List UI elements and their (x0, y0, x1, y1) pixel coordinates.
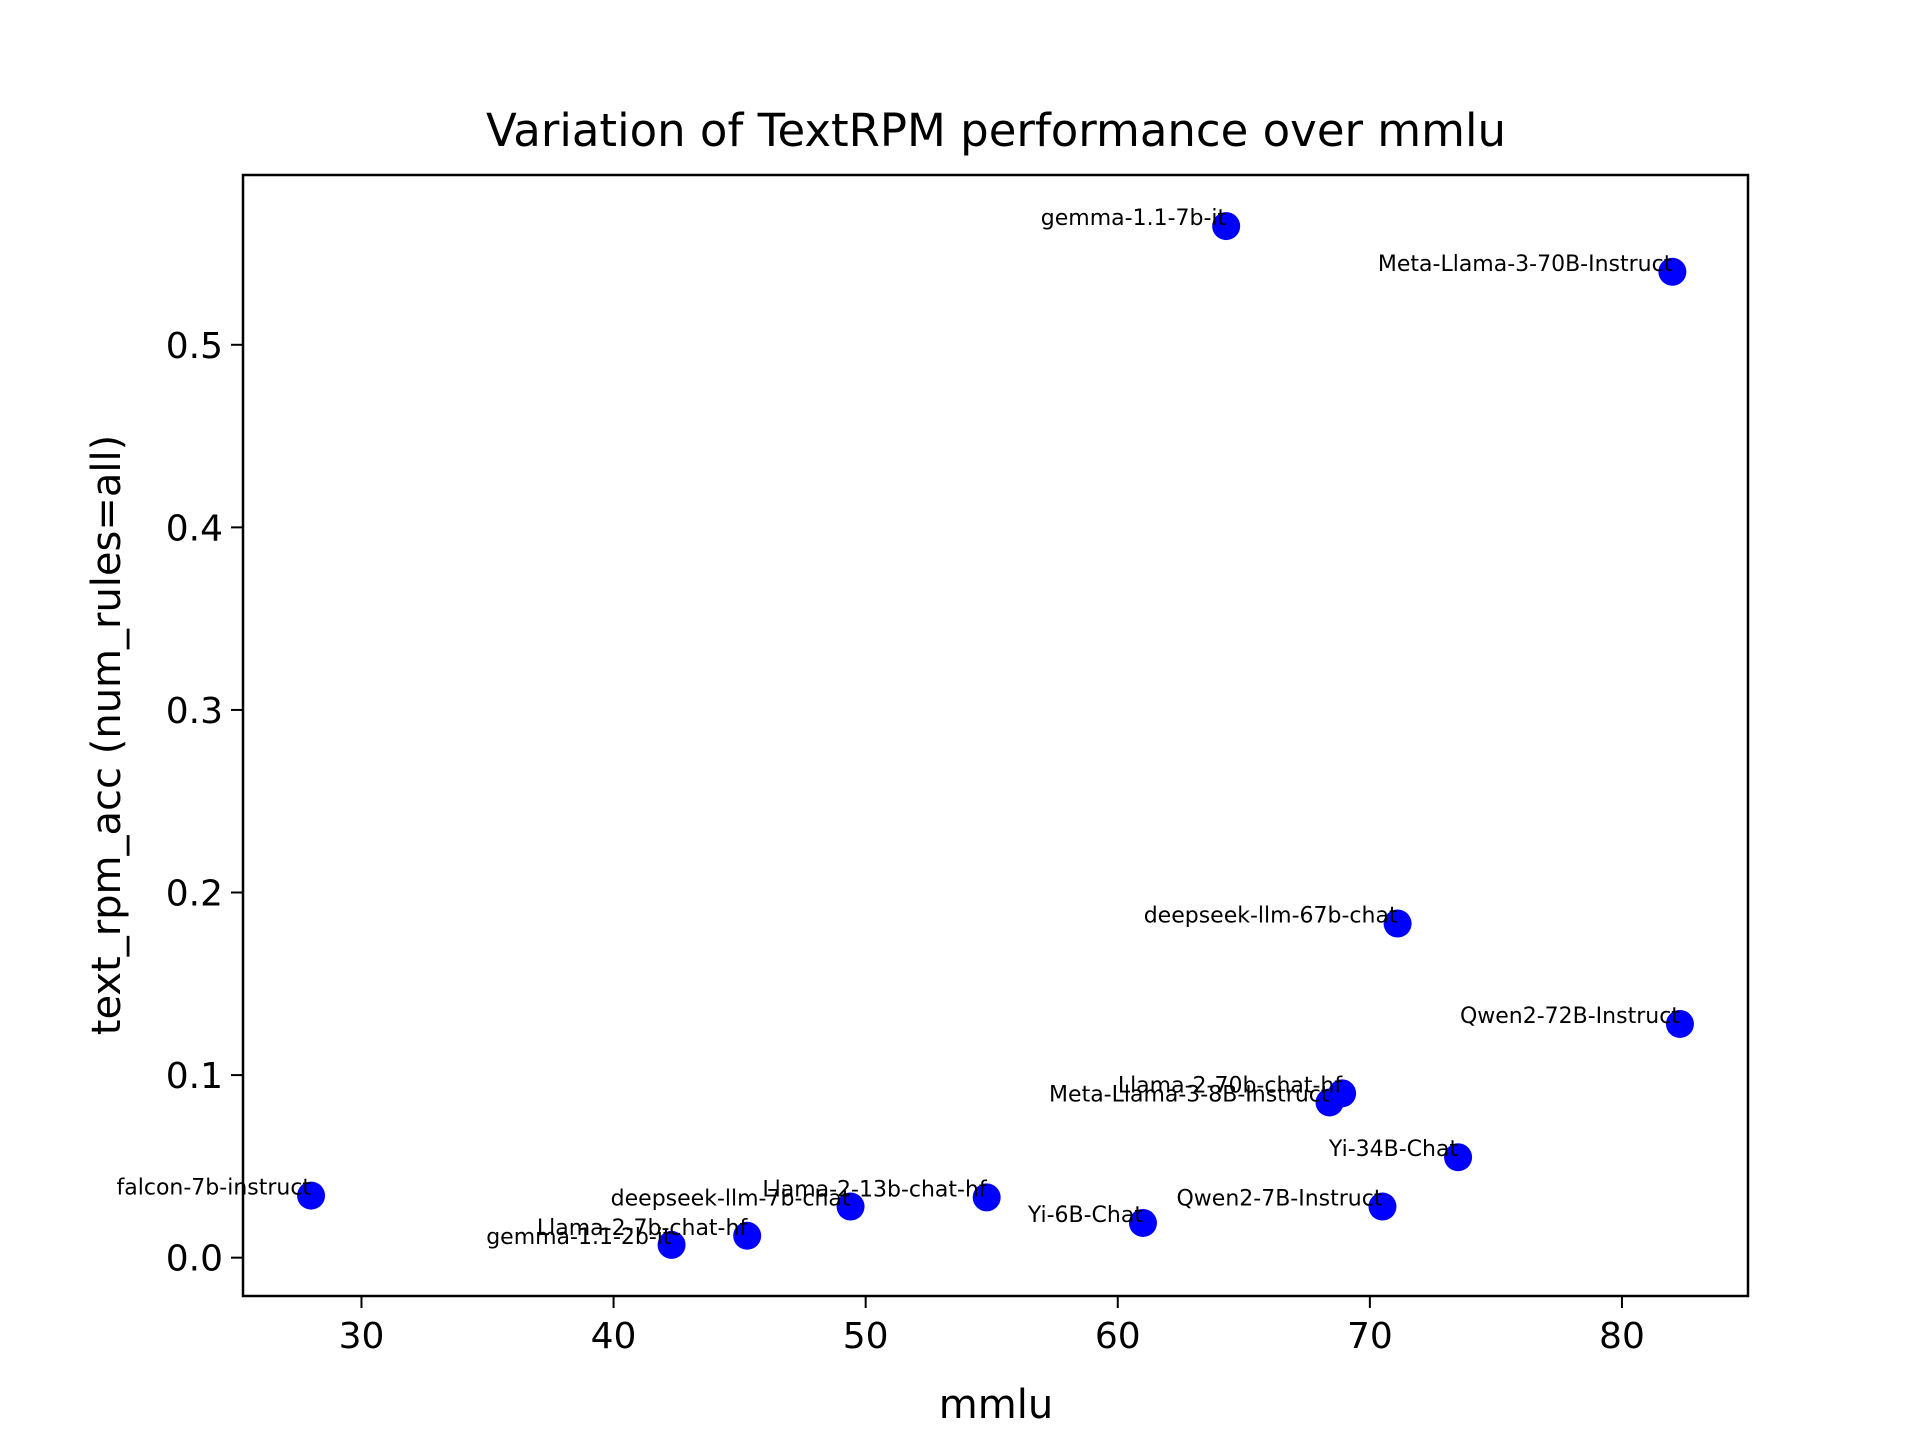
scatter-point (1212, 212, 1241, 241)
y-tick-label: 0.0 (166, 1239, 223, 1280)
point-label: falcon-7b-instruct (117, 1176, 312, 1201)
y-tick-label: 0.2 (166, 874, 223, 915)
y-tick-label: 0.3 (166, 691, 223, 732)
y-axis: 0.0 0.1 0.2 0.3 0.4 0.5 (166, 326, 243, 1280)
x-tick-label: 80 (1599, 1316, 1645, 1357)
scatter-point (972, 1183, 1001, 1212)
chart-title: Variation of TextRPM performance over mm… (486, 104, 1506, 157)
point-label: gemma-1.1-2b-it (486, 1225, 672, 1250)
point-label: Llama-2-70b-chat-hf (1118, 1073, 1344, 1098)
y-tick-label: 0.1 (166, 1056, 223, 1097)
scatter-point (297, 1181, 326, 1210)
plot-area (241, 173, 1750, 1298)
scatter-point (836, 1192, 865, 1221)
x-axis-label: mmlu (939, 1382, 1053, 1428)
point-label: Llama-2-7b-chat-hf (537, 1216, 749, 1241)
y-tick-label: 0.4 (166, 508, 223, 549)
point-label: deepseek-llm-7b-chat (611, 1187, 851, 1212)
point-label: Yi-34B-Chat (1328, 1137, 1459, 1162)
point-labels: gemma-1.1-7b-it Meta-Llama-3-70B-Instruct… (117, 206, 1681, 1250)
point-label: Yi-6B-Chat (1027, 1203, 1144, 1228)
y-tick-label: 0.5 (166, 326, 223, 367)
x-tick-label: 50 (843, 1316, 889, 1357)
scatter-point (733, 1221, 762, 1250)
y-axis-label: text_rpm_acc (num_rules=all) (84, 435, 130, 1035)
point-label: Meta-Llama-3-70B-Instruct (1378, 252, 1673, 277)
scatter-point (1315, 1088, 1344, 1117)
point-label: deepseek-llm-67b-chat (1144, 904, 1398, 929)
point-label: Qwen2-72B-Instruct (1460, 1004, 1680, 1029)
scatter-point (1665, 1009, 1694, 1038)
scatter-point (1444, 1143, 1473, 1172)
point-label: Meta-Llama-3-8B-Instruct (1049, 1082, 1330, 1107)
point-label: gemma-1.1-7b-it (1041, 206, 1227, 231)
x-axis: 30 40 50 60 70 80 (339, 1296, 1645, 1357)
scatter-point (1128, 1208, 1157, 1237)
scatter-point (1383, 909, 1412, 938)
x-tick-label: 60 (1095, 1316, 1141, 1357)
x-tick-label: 30 (339, 1316, 385, 1357)
scatter-point (1658, 257, 1687, 286)
scatter-point (1368, 1192, 1397, 1221)
x-tick-label: 40 (591, 1316, 637, 1357)
data-points (297, 212, 1694, 1259)
point-label: Llama-2-13b-chat-hf (762, 1177, 988, 1202)
x-tick-label: 70 (1347, 1316, 1393, 1357)
point-label: Qwen2-7B-Instruct (1176, 1187, 1382, 1212)
scatter-point (657, 1230, 686, 1259)
